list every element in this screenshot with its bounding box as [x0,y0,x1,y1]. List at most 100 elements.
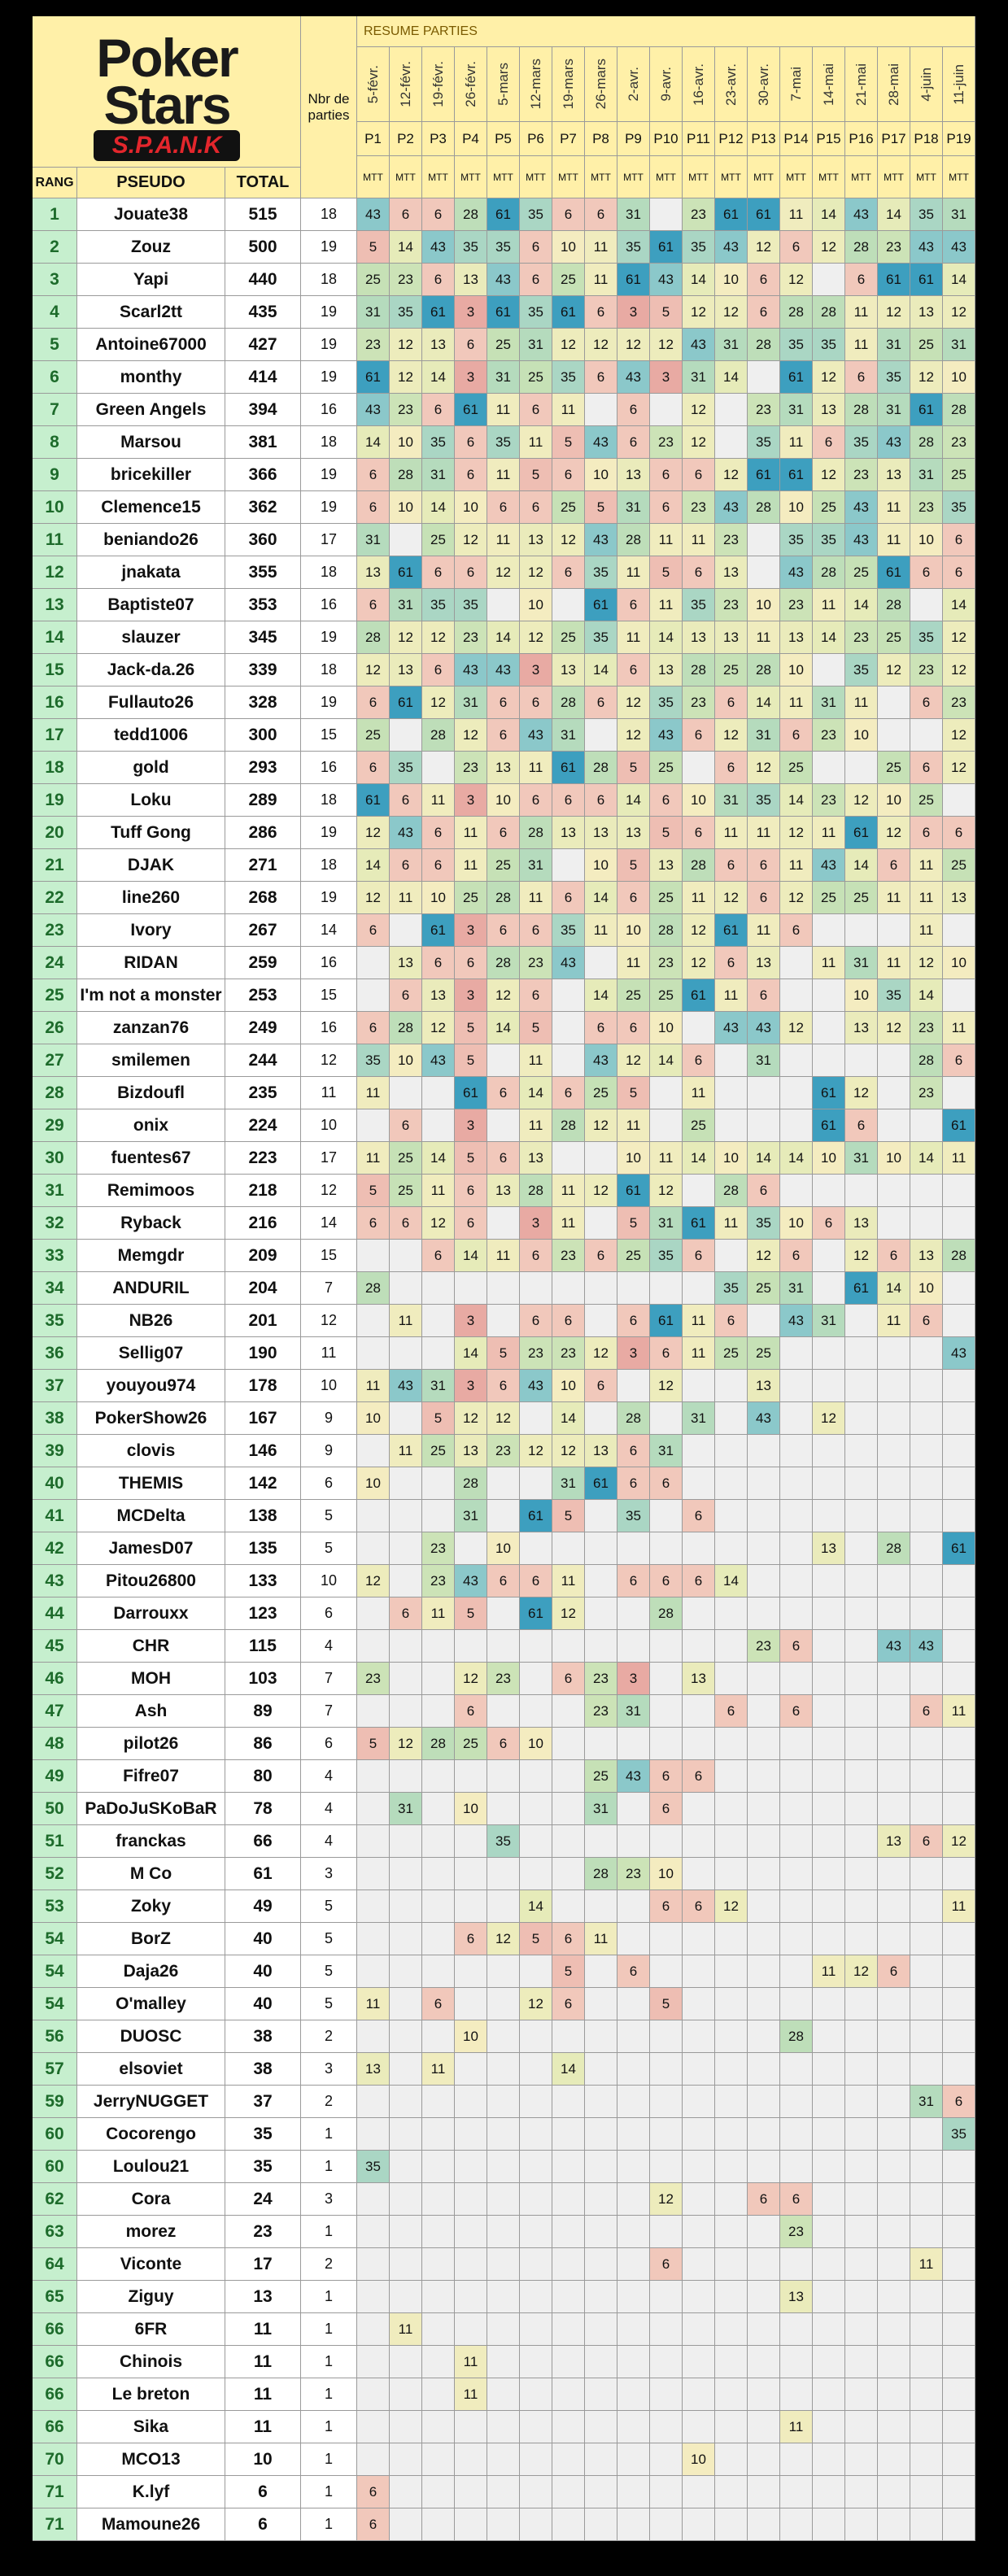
rank: 9 [33,459,77,491]
result-cell: 61 [715,914,748,947]
result-cell [520,1760,552,1793]
result-cell: 14 [585,654,617,686]
result-cell: 12 [357,882,390,914]
total-points: 37 [225,2086,301,2118]
result-cell [650,2443,683,2476]
result-cell: 12 [943,752,975,784]
result-cell: 61 [943,1109,975,1142]
result-cell [715,1467,748,1500]
result-cell [715,1402,748,1435]
games-count: 4 [301,1760,357,1793]
result-cell: 23 [455,621,487,654]
games-count: 19 [301,621,357,654]
result-cell: 35 [487,426,520,459]
games-count: 18 [301,264,357,296]
result-cell: 11 [813,1955,845,1988]
result-cell: 6 [552,882,585,914]
result-cell: 11 [520,882,552,914]
result-cell: 28 [943,1240,975,1272]
rank: 35 [33,1305,77,1337]
result-cell: 28 [357,1272,390,1305]
result-cell [650,1825,683,1858]
rank: 71 [33,2508,77,2541]
result-cell [487,2248,520,2281]
result-cell: 6 [552,556,585,589]
result-cell [422,2183,455,2216]
rank: 44 [33,1597,77,1630]
result-cell [390,1565,422,1597]
result-cell: 14 [748,1142,780,1175]
player-name: Darrouxx [77,1597,225,1630]
result-cell [357,947,390,979]
games-count: 19 [301,459,357,491]
result-cell: 25 [878,752,910,784]
result-cell: 43 [520,719,552,752]
result-cell: 6 [683,1565,715,1597]
result-cell: 5 [552,426,585,459]
result-cell [878,2411,910,2443]
result-cell [715,426,748,459]
result-cell: 11 [390,2313,422,2346]
result-cell: 23 [813,784,845,817]
result-cell [650,1402,683,1435]
result-cell: 35 [617,1500,650,1532]
result-cell [813,2118,845,2151]
result-cell [552,1760,585,1793]
rank: 66 [33,2346,77,2378]
game-header: P7 [552,122,585,156]
result-cell [487,2183,520,2216]
result-cell: 6 [487,817,520,849]
result-cell [650,2313,683,2346]
result-cell [780,1370,813,1402]
result-cell: 6 [585,198,617,231]
result-cell [585,2020,617,2053]
date-header: 14-mai [813,47,845,122]
result-cell [552,1044,585,1077]
result-cell: 11 [683,1337,715,1370]
result-cell: 11 [390,882,422,914]
result-cell [715,2281,748,2313]
result-cell [422,2151,455,2183]
result-cell: 35 [455,231,487,264]
result-cell: 13 [617,817,650,849]
result-cell: 35 [422,426,455,459]
result-cell: 6 [683,1500,715,1532]
result-cell [357,1305,390,1337]
result-cell: 28 [748,491,780,524]
result-cell: 13 [552,654,585,686]
result-cell [845,1175,878,1207]
result-cell: 6 [650,1467,683,1500]
result-cell: 43 [487,654,520,686]
result-cell [910,1467,943,1500]
result-cell [943,1272,975,1305]
result-cell: 11 [845,329,878,361]
result-cell [943,1305,975,1337]
result-cell: 25 [650,752,683,784]
result-cell: 6 [390,979,422,1012]
total-points: 123 [225,1597,301,1630]
games-count: 5 [301,1955,357,1988]
total-points: 244 [225,1044,301,1077]
result-cell: 23 [487,1663,520,1695]
result-cell [422,2086,455,2118]
result-cell [552,2411,585,2443]
result-cell: 3 [520,654,552,686]
result-cell [617,2248,650,2281]
logo-badge: S.P.A.N.K [94,130,240,161]
result-cell: 43 [683,329,715,361]
games-count: 10 [301,1370,357,1402]
result-cell: 35 [617,231,650,264]
result-cell [910,1500,943,1532]
result-cell [422,2248,455,2281]
total-points: 224 [225,1109,301,1142]
result-cell: 43 [487,264,520,296]
result-cell [715,1663,748,1695]
result-cell [650,1695,683,1728]
result-cell [878,1370,910,1402]
total-points: 86 [225,1728,301,1760]
result-cell [650,2118,683,2151]
result-cell [390,2118,422,2151]
result-cell: 6 [552,1988,585,2020]
result-cell [748,1077,780,1109]
result-cell [910,2508,943,2541]
